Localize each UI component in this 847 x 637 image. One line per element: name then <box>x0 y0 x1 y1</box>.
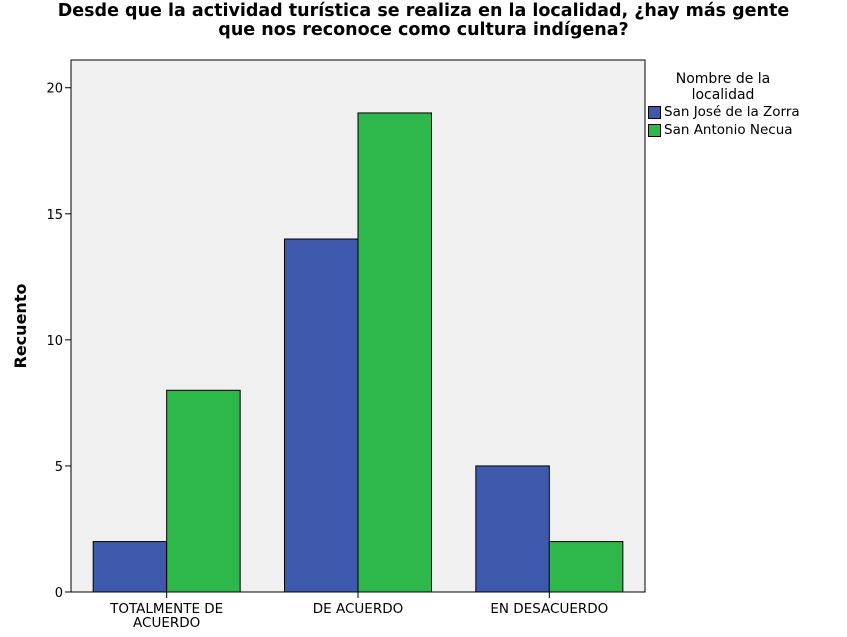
chart-title-line-1: Desde que la actividad turística se real… <box>57 1 790 21</box>
y-tick-label: 15 <box>46 208 63 223</box>
bar <box>357 112 432 593</box>
legend-label: San José de la Zorra <box>664 104 800 120</box>
y-axis: 0 5 10 15 20 <box>46 82 71 601</box>
x-tick-label: DE ACUERDO <box>313 601 403 617</box>
bar <box>166 389 241 593</box>
x-tick-label-line: TOTALMENTE DE <box>109 601 223 617</box>
bar <box>284 238 359 593</box>
legend-items: San José de la Zorra San Antonio Necua <box>648 103 844 139</box>
x-tick-label-line: DE ACUERDO <box>313 601 403 617</box>
legend-swatch <box>648 105 661 119</box>
y-tick-label: 0 <box>55 586 63 601</box>
y-tick-label: 10 <box>46 334 63 349</box>
legend: Nombre de la localidad San José de la Zo… <box>648 71 844 139</box>
bars <box>92 112 624 593</box>
bar <box>92 541 168 593</box>
chart-title: Desde que la actividad turística se real… <box>0 2 847 40</box>
legend-title: Nombre de la localidad <box>648 71 798 103</box>
legend-title-line-1: Nombre de la <box>675 71 771 87</box>
y-tick-label: 20 <box>46 82 63 97</box>
x-tick-label: TOTALMENTE DE ACUERDO <box>109 601 223 631</box>
x-tick-label-line: EN DESACUERDO <box>490 601 608 617</box>
bar <box>475 465 550 593</box>
x-axis: TOTALMENTE DE ACUERDO DE ACUERDO EN DESACUE… <box>109 592 608 631</box>
bar <box>548 541 624 593</box>
y-tick-label: 5 <box>55 460 63 475</box>
legend-item: San Antonio Necua <box>648 121 844 139</box>
legend-label: San Antonio Necua <box>664 122 793 138</box>
x-tick-label: EN DESACUERDO <box>490 601 608 617</box>
y-axis-label: Recuento <box>11 284 30 369</box>
legend-title-line-2: localidad <box>691 87 755 103</box>
legend-swatch <box>648 123 661 137</box>
legend-item: San José de la Zorra <box>648 103 844 121</box>
x-tick-label-line: ACUERDO <box>133 615 200 631</box>
chart-title-line-2: que nos reconoce como cultura indígena? <box>218 20 629 40</box>
